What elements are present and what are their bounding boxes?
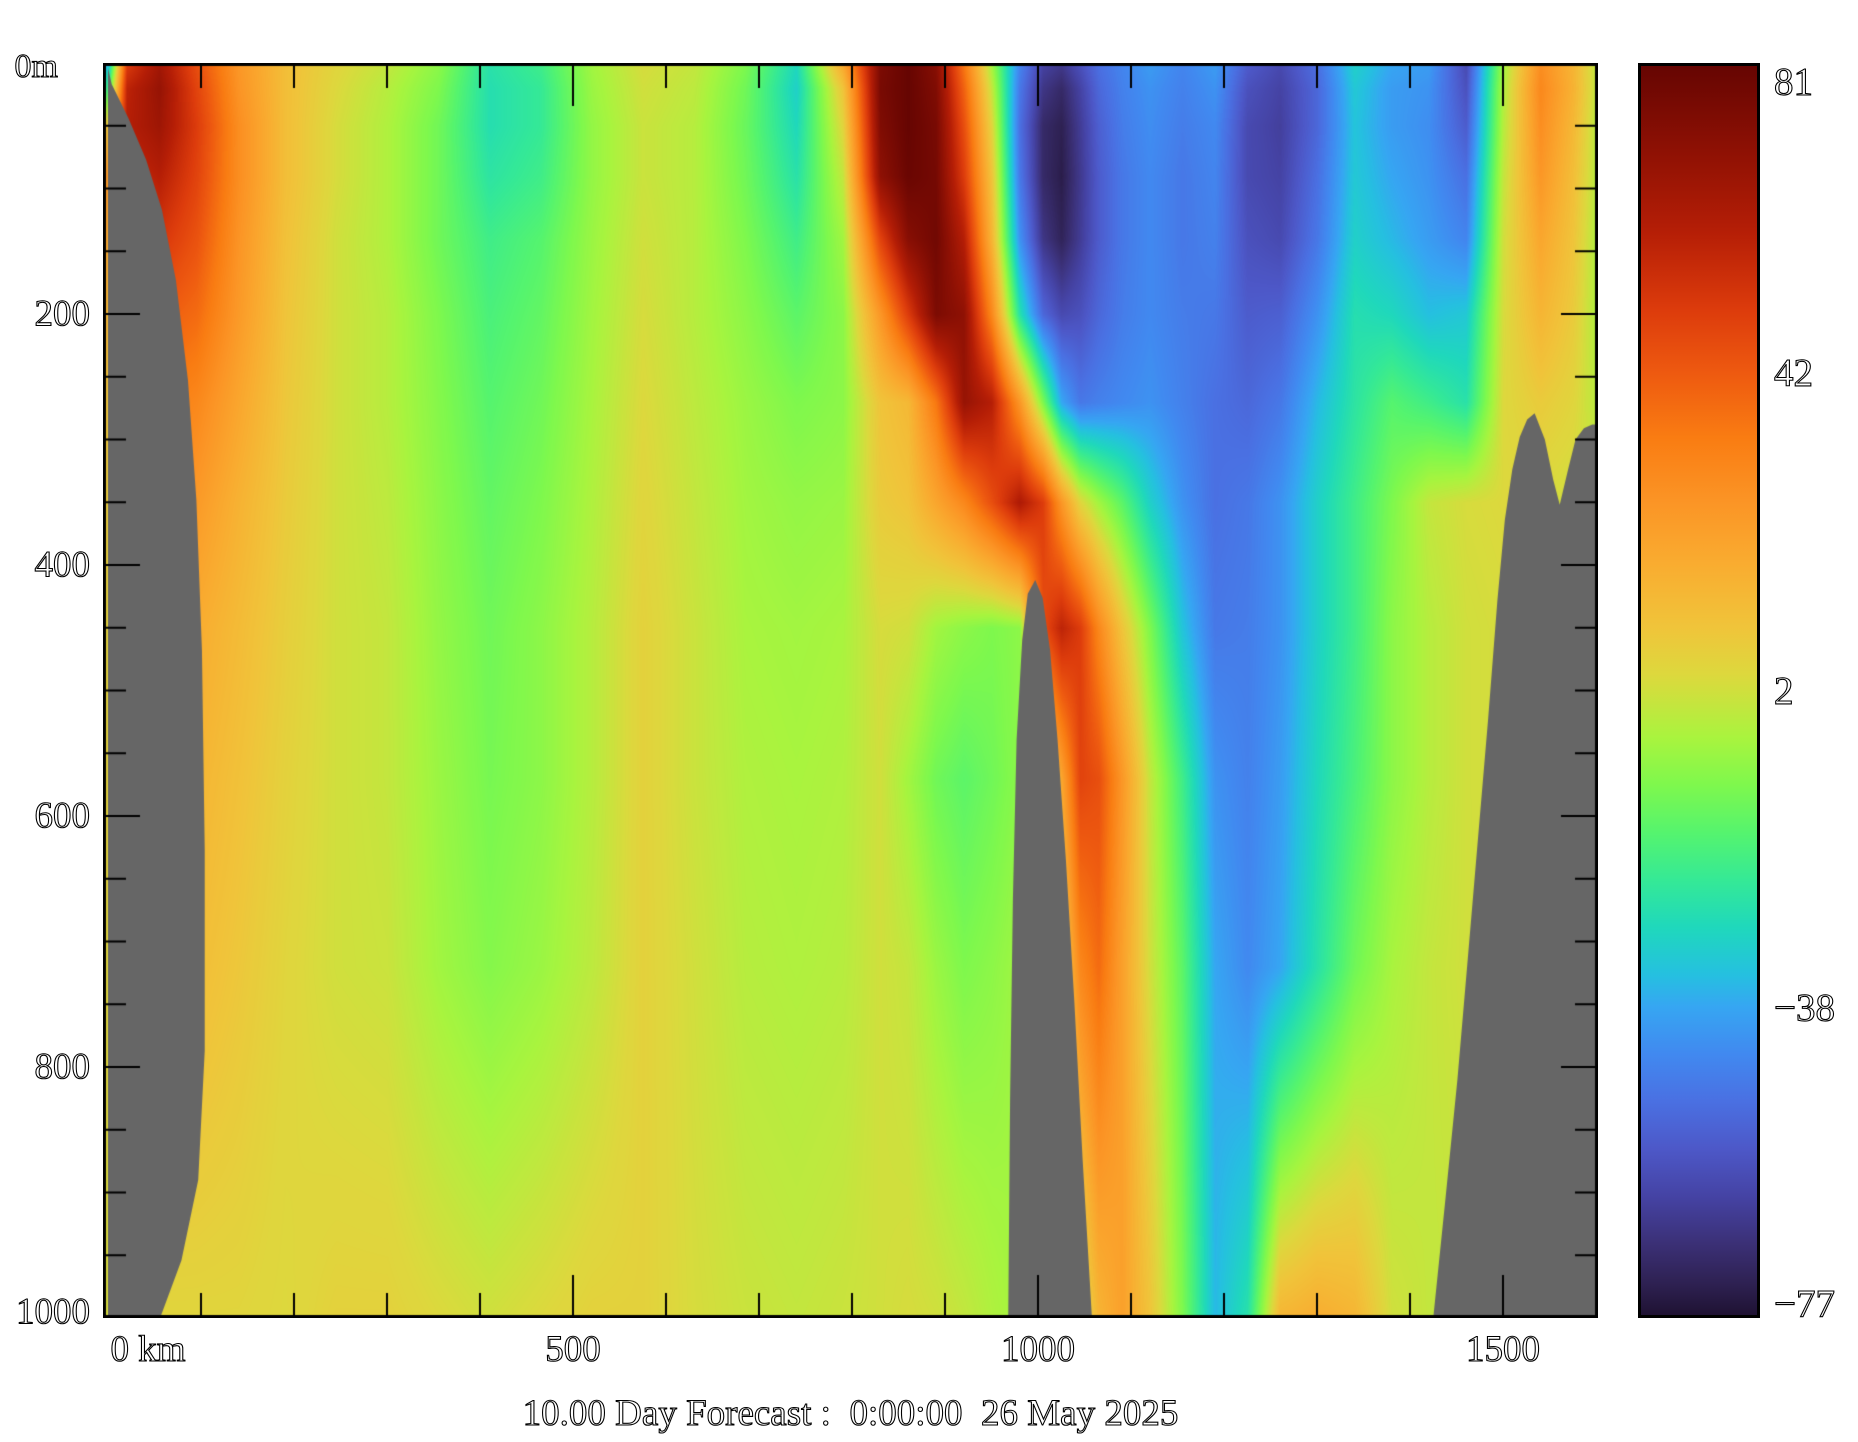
figure-title: 10.00 Day Forecast : 0:00:00 26 May 2025 <box>522 1392 1179 1434</box>
colorbar <box>1638 63 1760 1318</box>
colorbar-tick-label: 81 <box>1773 60 1813 104</box>
depth-axis-origin-label: 0m <box>14 47 59 85</box>
colorbar-tick-label: 2 <box>1773 668 1794 712</box>
section-heatmap-canvas <box>103 63 1598 1318</box>
colorbar-gradient <box>1641 66 1757 1315</box>
depth-tick-label: 1000 <box>15 1291 90 1333</box>
distance-tick-label: 0 km <box>110 1328 186 1370</box>
distance-tick-label: 1500 <box>1465 1328 1540 1370</box>
depth-tick-label: 400 <box>34 544 91 586</box>
colorbar-tick-label: −77 <box>1773 1282 1835 1326</box>
distance-tick-label: 500 <box>545 1328 602 1370</box>
colorbar-tick-label: 42 <box>1773 351 1813 395</box>
distance-tick-label: 1000 <box>1000 1328 1075 1370</box>
depth-tick-label: 800 <box>34 1046 91 1088</box>
depth-tick-label: 200 <box>34 293 91 335</box>
colorbar-tick-label: −38 <box>1773 986 1835 1030</box>
depth-tick-label: 600 <box>34 795 91 837</box>
